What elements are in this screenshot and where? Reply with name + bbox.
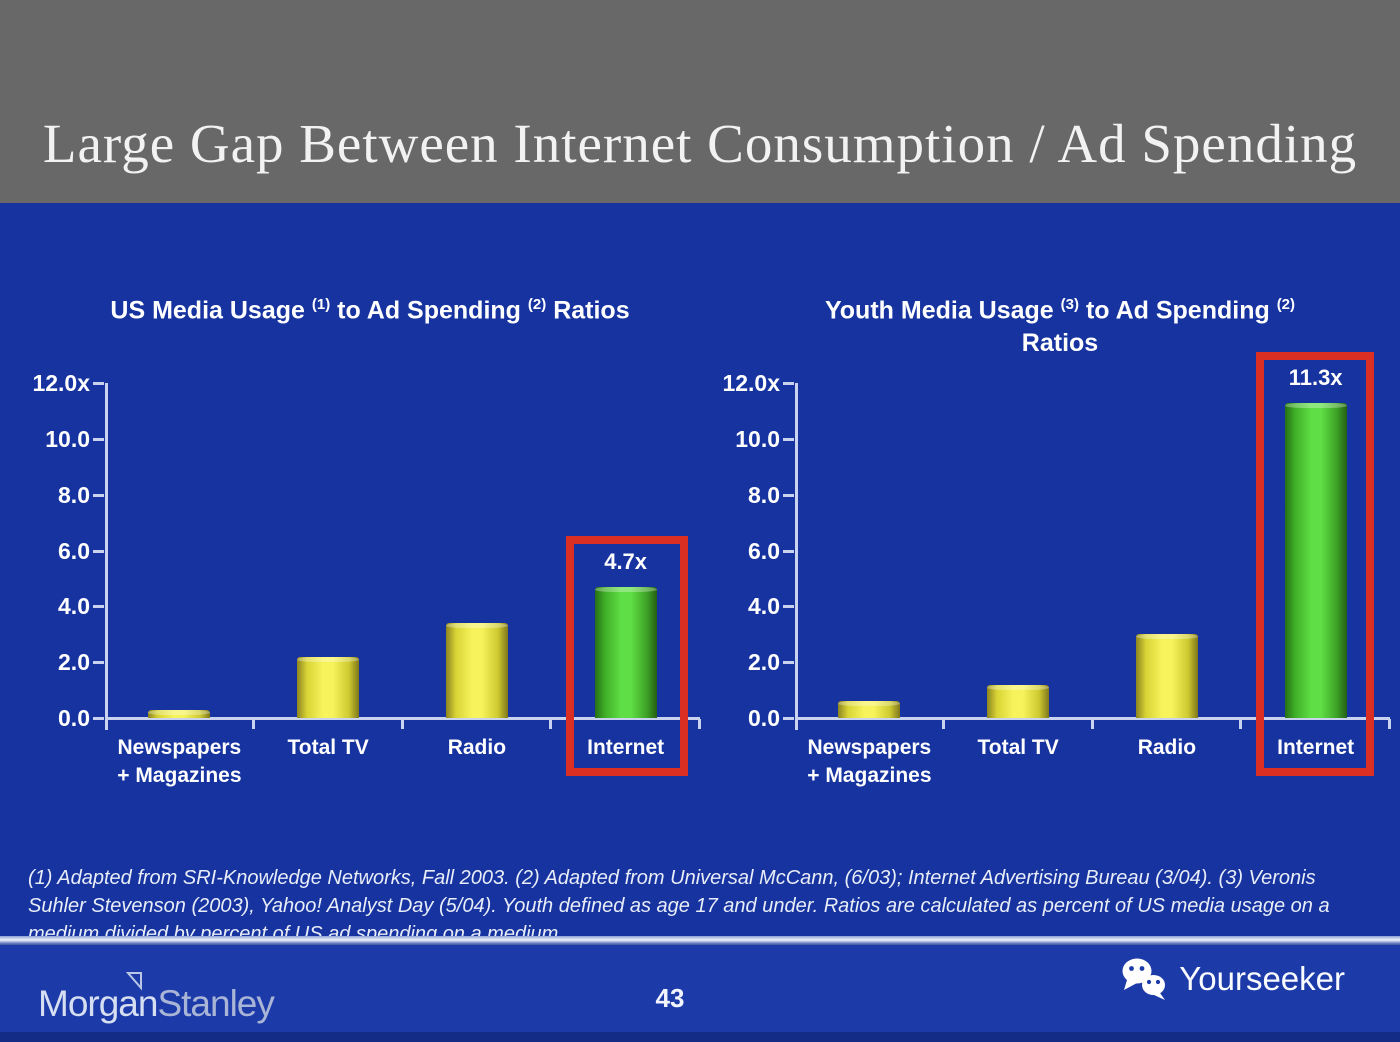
- footer-bar: MorganStanley 43 Yourseeker: [0, 945, 1400, 1042]
- y-tick-mark: [783, 549, 794, 553]
- chart-title: Youth Media Usage (3) to Ad Spending (2)…: [720, 288, 1400, 360]
- y-tick-mark: [783, 493, 794, 497]
- y-axis: [795, 383, 798, 730]
- y-tick-label: 10.0: [45, 425, 90, 452]
- y-tick-label: 2.0: [748, 649, 780, 676]
- brand-stanley: Stanley: [157, 983, 274, 1024]
- page-title: Large Gap Between Internet Consumption /…: [42, 113, 1358, 174]
- chart-title-text: to Ad Spending: [1085, 296, 1270, 325]
- watermark: Yourseeker: [1120, 957, 1345, 1001]
- y-tick-label: 0.0: [58, 705, 90, 731]
- bar-total-tv: [297, 656, 360, 718]
- chart-title: US Media Usage (1) to Ad Spending (2) Ra…: [30, 288, 710, 327]
- x-tick-mark: [549, 719, 553, 729]
- bar-internet: [594, 586, 657, 718]
- bar-radio: [1135, 634, 1198, 718]
- bar-newspapers-magazines: [838, 701, 901, 718]
- x-category-label: Radio: [447, 736, 507, 759]
- x-tick-mark: [400, 719, 404, 729]
- x-category-label: Radio: [1137, 736, 1197, 759]
- bar-value-label: 11.3x: [1288, 364, 1343, 390]
- plot-area: 12.0x 10.0 8.0 6.0 4.0 2.0 0.0 4.7x News…: [32, 370, 701, 787]
- wechat-icon: [1122, 958, 1166, 1000]
- x-tick-mark: [698, 719, 701, 729]
- watermark-label: Yourseeker: [1179, 960, 1345, 997]
- y-tick-label: 0.0: [748, 705, 780, 731]
- y-tick-mark: [93, 717, 104, 720]
- x-category-label: Total TV: [287, 736, 369, 759]
- x-category-label: Internet: [587, 736, 665, 759]
- y-tick-mark: [783, 437, 794, 441]
- y-axis: [105, 383, 108, 730]
- x-category-label: Internet: [1277, 736, 1355, 759]
- y-tick-label: 6.0: [748, 537, 780, 564]
- x-axis: [795, 717, 1390, 720]
- y-tick-label: 12.0x: [722, 370, 780, 396]
- footnote-ref: (3): [1060, 296, 1080, 313]
- x-tick-mark: [1388, 719, 1391, 729]
- x-tick-mark: [941, 719, 945, 729]
- x-category-label: Total TV: [977, 736, 1059, 759]
- y-tick-label: 2.0: [58, 649, 90, 676]
- internet-highlight-box: [566, 536, 688, 776]
- bar-internet: [1284, 402, 1347, 718]
- x-axis: [105, 717, 700, 720]
- y-tick-label: 10.0: [735, 425, 780, 452]
- x-tick-mark: [1090, 719, 1094, 729]
- plot-area: 12.0x 10.0 8.0 6.0 4.0 2.0 0.0 11.3x New…: [722, 365, 1391, 787]
- chart-title-text: Youth Media Usage: [824, 296, 1054, 325]
- page-number: 43: [655, 983, 685, 1013]
- bar-total-tv: [987, 684, 1050, 718]
- footnote-text: (1) Adapted from SRI-Knowledge Networks,…: [28, 867, 1330, 945]
- x-tick-mark: [251, 719, 255, 729]
- y-tick-label: 4.0: [748, 593, 780, 620]
- y-tick-mark: [783, 717, 794, 720]
- y-tick-mark: [93, 382, 104, 385]
- morgan-stanley-triangle-icon: [126, 972, 142, 991]
- y-tick-mark: [783, 382, 794, 385]
- y-tick-label: 8.0: [58, 481, 90, 508]
- y-tick-mark: [783, 661, 794, 665]
- footnote-ref: (2): [527, 296, 547, 313]
- y-tick-label: 6.0: [58, 537, 90, 564]
- bottom-strip: [0, 1032, 1400, 1042]
- y-tick-mark: [93, 549, 104, 553]
- footnote-ref: (2): [1276, 296, 1296, 313]
- slide-header: Large Gap Between Internet Consumption /…: [0, 0, 1400, 203]
- x-category-label: Newspapers + Magazines: [117, 736, 242, 787]
- morgan-stanley-logo: MorganStanley: [38, 972, 275, 1029]
- brand-morgan: Morgan: [38, 983, 158, 1024]
- y-tick-mark: [783, 605, 794, 609]
- chart-title-text: US Media Usage: [110, 296, 305, 325]
- y-tick-mark: [93, 437, 104, 441]
- y-tick-mark: [93, 605, 104, 609]
- youth-media-usage-chart: Youth Media Usage (3) to Ad Spending (2)…: [720, 268, 1400, 798]
- x-category-label: Newspapers + Magazines: [807, 736, 932, 787]
- y-tick-label: 4.0: [58, 593, 90, 620]
- y-tick-mark: [93, 661, 104, 665]
- bar-newspapers-magazines: [148, 709, 211, 718]
- bar-value-label: 4.7x: [604, 548, 648, 574]
- internet-highlight-box: [1256, 352, 1374, 776]
- y-tick-mark: [93, 493, 104, 497]
- bar-radio: [445, 623, 508, 718]
- y-tick-label: 8.0: [748, 481, 780, 508]
- chart-title-text: Ratios: [553, 296, 630, 325]
- y-tick-label: 12.0x: [32, 370, 90, 396]
- x-tick-mark: [1239, 719, 1243, 729]
- chart-title-text: Ratios: [1021, 329, 1099, 358]
- footer-divider: [0, 936, 1400, 945]
- footnote-ref: (1): [311, 296, 331, 313]
- us-media-usage-chart: US Media Usage (1) to Ad Spending (2) Ra…: [30, 268, 710, 798]
- chart-title-text: to Ad Spending: [337, 296, 521, 325]
